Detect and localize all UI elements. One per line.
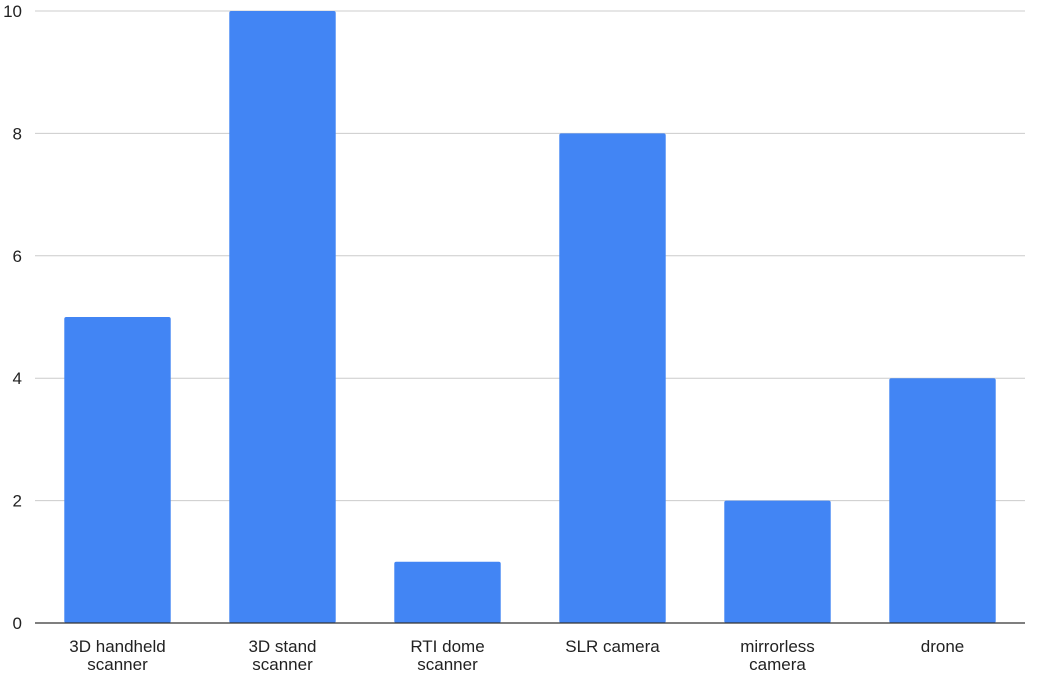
bar: [64, 317, 171, 623]
x-category-label: RTI dome scanner: [410, 637, 484, 674]
x-axis-categories: 3D handheld scanner 3D stand scanner RTI dom…: [69, 637, 964, 674]
x-category-label: SLR camera: [565, 637, 660, 656]
bar: [724, 500, 831, 623]
y-tick-label: 6: [13, 247, 22, 266]
x-category-label: 3D handheld scanner: [69, 637, 165, 674]
bar: [559, 133, 666, 623]
y-tick-label: 2: [13, 492, 22, 511]
y-tick-label: 0: [13, 614, 22, 633]
y-tick-label: 4: [13, 369, 22, 388]
y-tick-label: 10: [3, 2, 22, 21]
x-category-label: drone: [921, 637, 964, 656]
bar: [394, 561, 501, 623]
y-tick-label: 8: [13, 124, 22, 143]
x-category-label: 3D stand scanner: [248, 637, 316, 674]
bar: [229, 11, 336, 623]
bars: [64, 11, 996, 623]
bar: [889, 378, 996, 623]
grid-lines: [35, 10, 1025, 502]
x-category-label: mirrorless camera: [740, 637, 815, 674]
y-axis-ticks: 0 2 4 6 8 10: [3, 2, 22, 633]
